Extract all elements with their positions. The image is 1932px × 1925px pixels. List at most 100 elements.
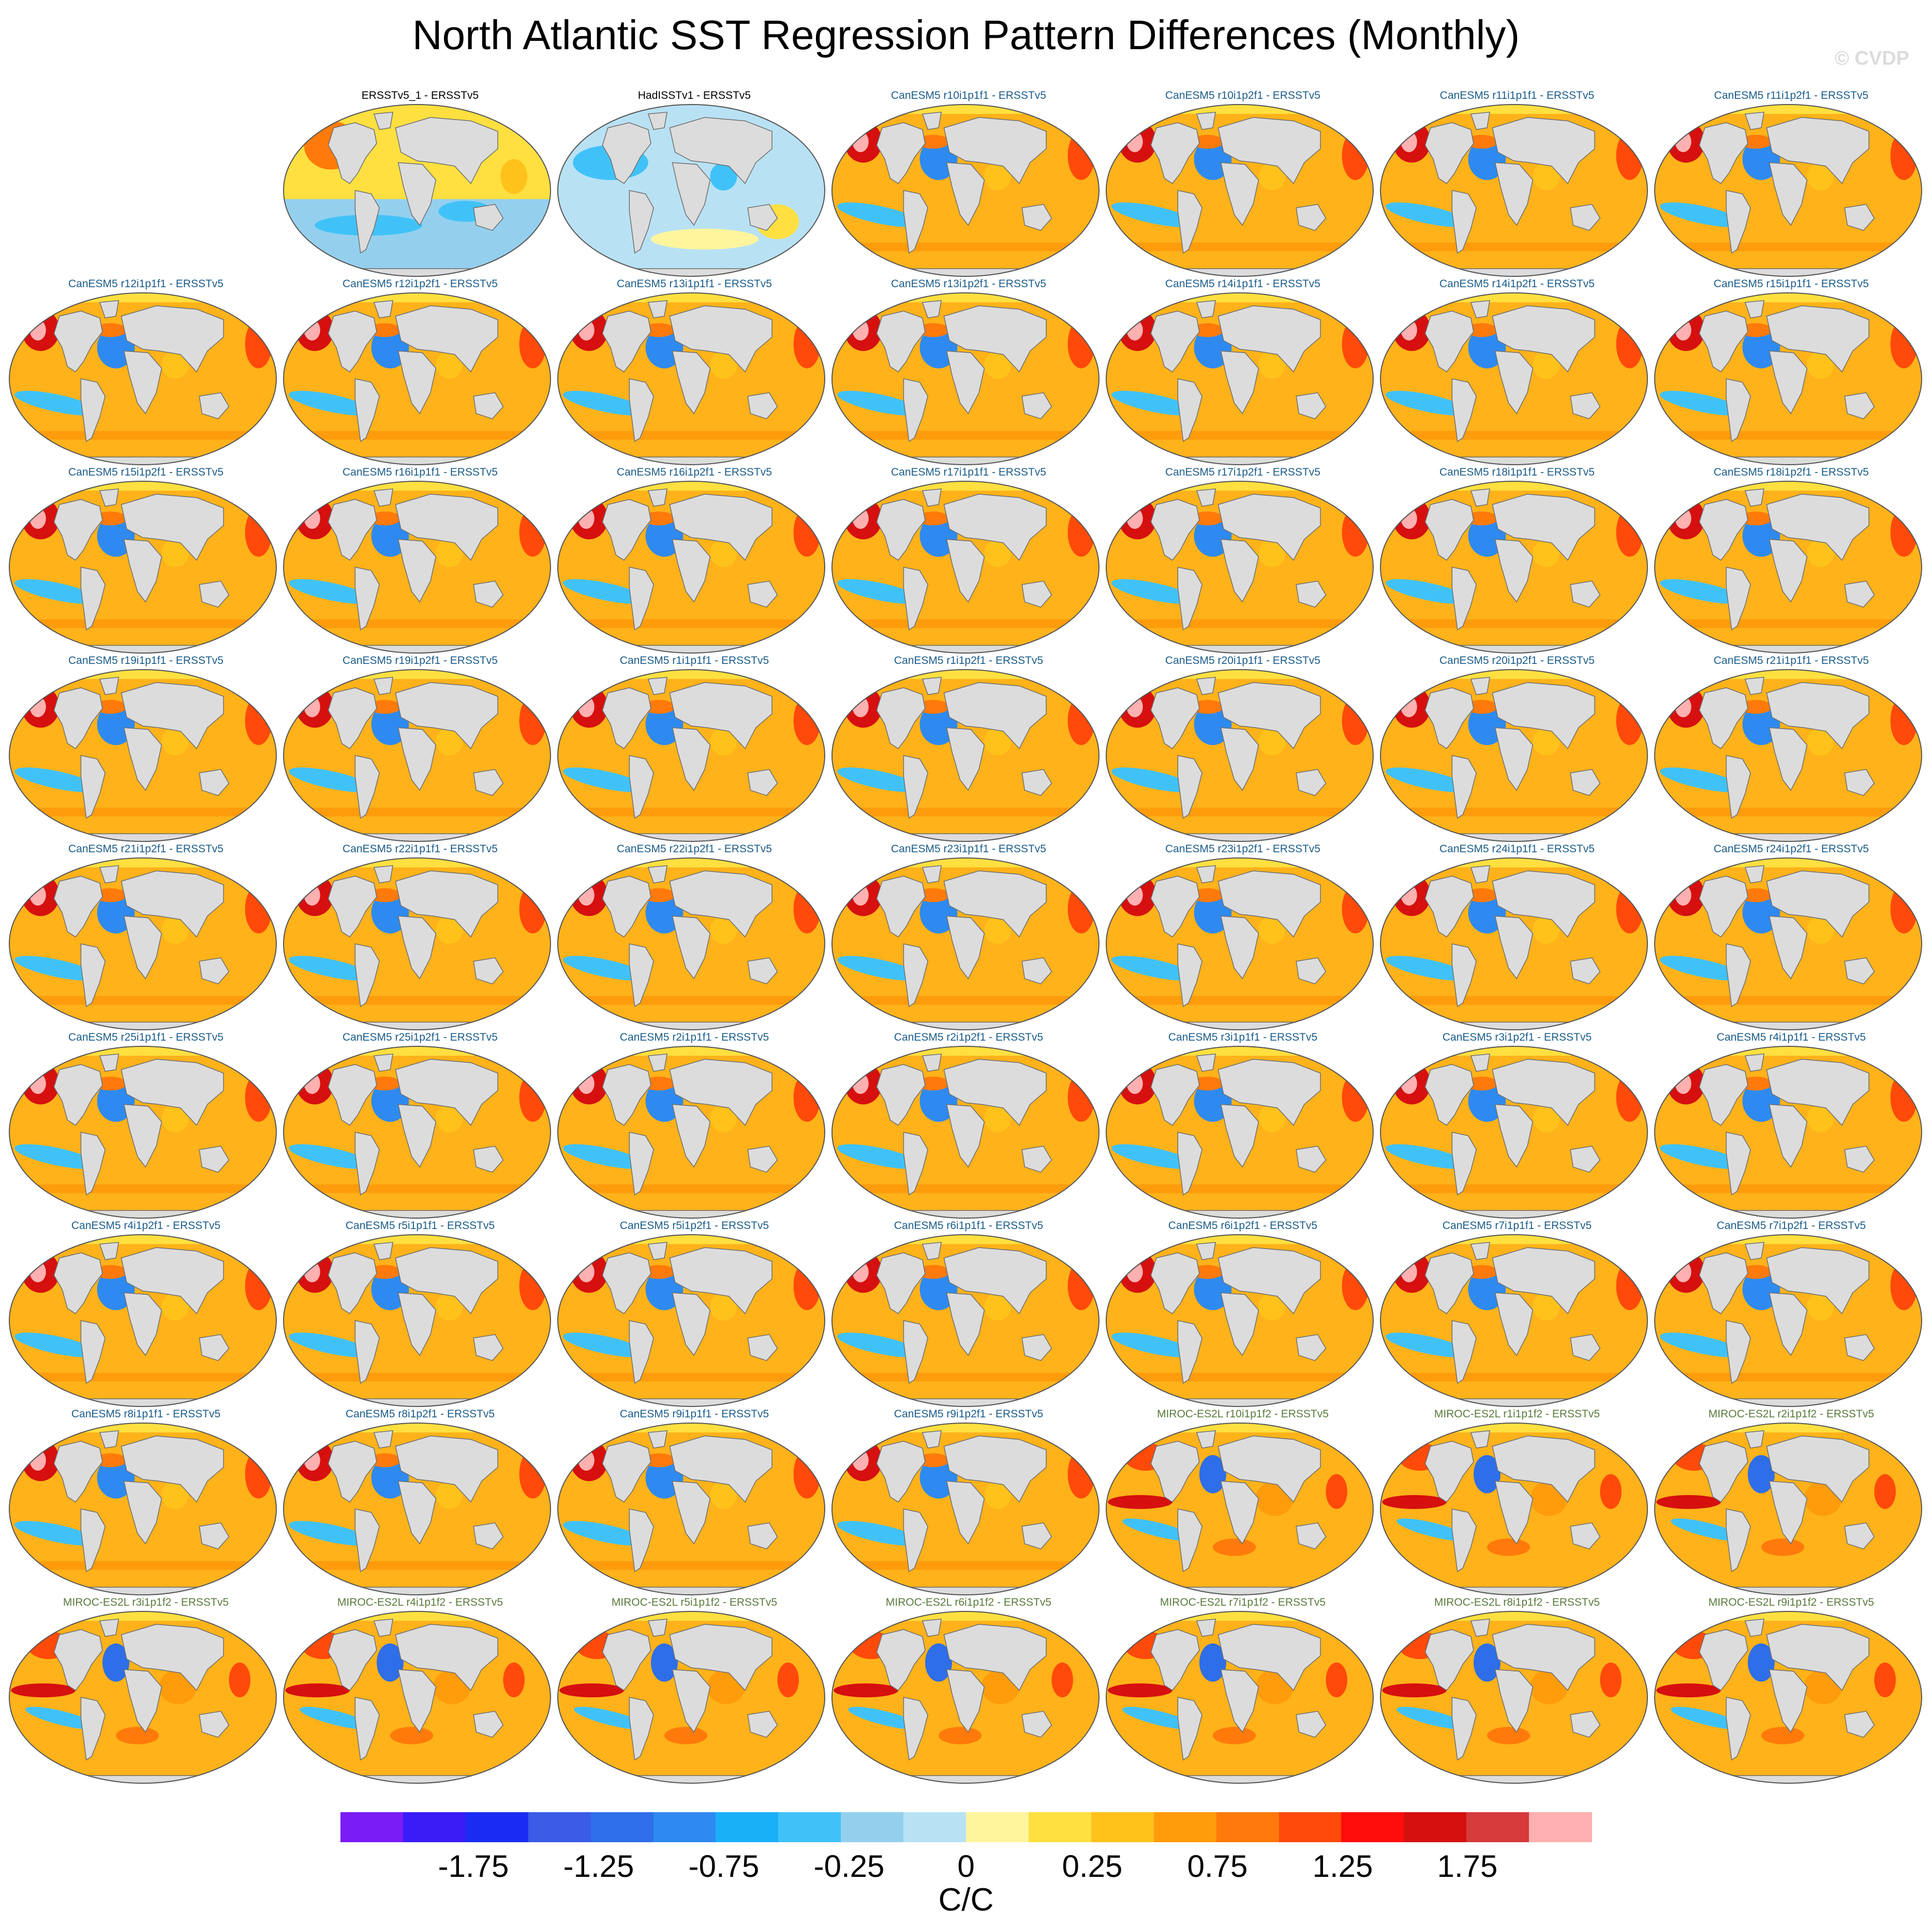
land-greenland	[647, 1053, 668, 1072]
land-samerica	[80, 943, 106, 1008]
land-samerica	[1177, 1132, 1203, 1196]
map-outline	[1106, 481, 1374, 654]
map-panel: CanESM5 r2i1p2f1 - ERSSTv5	[831, 1031, 1106, 1219]
map-outline	[1654, 104, 1922, 277]
map-outline	[831, 669, 1099, 842]
panel-title: CanESM5 r9i1p2f1 - ERSSTv5	[894, 1408, 1044, 1420]
land-australia	[1570, 581, 1601, 608]
land-eurasia	[121, 305, 224, 373]
map-panel: CanESM5 r19i1p2f1 - ERSSTv5	[283, 654, 558, 842]
land-namerica	[1699, 1441, 1748, 1503]
land-africa	[1768, 162, 1808, 226]
land-samerica	[903, 567, 929, 631]
map-outline	[9, 669, 277, 842]
map-outline	[283, 292, 551, 465]
land-greenland	[647, 488, 668, 507]
land-greenland	[1196, 488, 1216, 507]
land-eurasia	[395, 1247, 498, 1314]
land-greenland	[1196, 111, 1216, 130]
colorbar-tick-label: 1.25	[1312, 1849, 1373, 1884]
land-namerica	[1699, 1252, 1748, 1314]
land-australia	[1844, 769, 1875, 796]
world-map	[1380, 1423, 1648, 1595]
world-map	[1106, 1611, 1374, 1784]
colorbar-swatch	[1091, 1812, 1154, 1842]
land-eurasia	[395, 1435, 498, 1503]
world-map	[283, 857, 551, 1030]
land-samerica	[354, 190, 380, 254]
land-greenland	[1744, 1241, 1765, 1261]
land-namerica	[53, 1441, 103, 1503]
land-namerica	[1699, 122, 1748, 184]
land-australia	[747, 1522, 778, 1550]
land-eurasia	[395, 682, 498, 749]
land-namerica	[876, 122, 926, 184]
sst-anomaly-field	[1380, 670, 1647, 841]
land-namerica	[1699, 1064, 1748, 1126]
colorbar-swatch	[1216, 1812, 1280, 1842]
land-eurasia	[1217, 1059, 1321, 1126]
land-eurasia	[1492, 870, 1595, 938]
colorbar-swatch	[590, 1812, 654, 1842]
sst-anomaly-field	[9, 1046, 276, 1218]
land-namerica	[602, 687, 651, 749]
world-map	[557, 481, 825, 654]
world-map	[831, 857, 1099, 1030]
colorbar-tick-label: 0.25	[1062, 1849, 1123, 1884]
land-africa	[123, 727, 162, 791]
map-panel: ERSSTv5_1 - ERSSTv5	[283, 89, 558, 277]
panel-title: CanESM5 r1i1p1f1 - ERSSTv5	[619, 655, 769, 667]
panel-title: CanESM5 r14i1p2f1 - ERSSTv5	[1439, 278, 1595, 290]
map-panel: CanESM5 r19i1p1f1 - ERSSTv5	[8, 654, 284, 842]
colorbar	[340, 1812, 1592, 1842]
land-eurasia	[669, 117, 772, 184]
land-namerica	[1699, 499, 1748, 561]
land-samerica	[80, 378, 106, 442]
sst-anomaly-field	[284, 670, 551, 841]
world-map	[1380, 857, 1648, 1030]
land-australia	[199, 1522, 230, 1550]
world-map	[1106, 1046, 1374, 1219]
land-africa	[1494, 539, 1534, 603]
land-africa	[123, 1669, 162, 1733]
sst-anomaly-field	[832, 105, 1099, 276]
land-namerica	[53, 1629, 103, 1691]
land-australia	[1570, 392, 1601, 420]
world-map	[1654, 1046, 1922, 1219]
land-samerica	[1451, 1508, 1477, 1573]
map-panel: CanESM5 r12i1p1f1 - ERSSTv5	[8, 277, 284, 466]
land-africa	[397, 1669, 437, 1733]
land-australia	[199, 1711, 230, 1738]
land-namerica	[602, 876, 651, 938]
land-greenland	[1470, 300, 1491, 319]
land-namerica	[1424, 122, 1474, 184]
land-greenland	[373, 300, 394, 319]
sst-anomaly-field	[1380, 1235, 1647, 1406]
land-namerica	[1699, 687, 1748, 749]
land-namerica	[602, 499, 651, 561]
land-africa	[1220, 162, 1259, 226]
land-australia	[747, 581, 778, 608]
panel-title: CanESM5 r11i1p1f1 - ERSSTv5	[1439, 90, 1595, 101]
land-samerica	[354, 1320, 380, 1384]
world-map	[1380, 1234, 1648, 1407]
land-namerica	[1150, 1441, 1200, 1503]
land-greenland	[1196, 1053, 1216, 1072]
land-samerica	[1451, 190, 1477, 254]
land-namerica	[876, 1064, 926, 1126]
land-eurasia	[1766, 494, 1869, 561]
land-samerica	[354, 378, 380, 442]
land-namerica	[602, 122, 651, 184]
land-eurasia	[121, 1624, 224, 1691]
land-australia	[1021, 204, 1052, 231]
land-samerica	[1726, 943, 1751, 1008]
map-panel: CanESM5 r20i1p2f1 - ERSSTv5	[1379, 654, 1655, 842]
land-africa	[672, 162, 711, 226]
land-australia	[1021, 581, 1052, 608]
land-africa	[672, 1669, 711, 1733]
map-panel: CanESM5 r17i1p2f1 - ERSSTv5	[1105, 466, 1380, 654]
land-australia	[1021, 769, 1052, 796]
map-outline	[9, 857, 277, 1030]
map-outline	[283, 1046, 551, 1219]
sst-anomaly-field	[1655, 1235, 1922, 1406]
